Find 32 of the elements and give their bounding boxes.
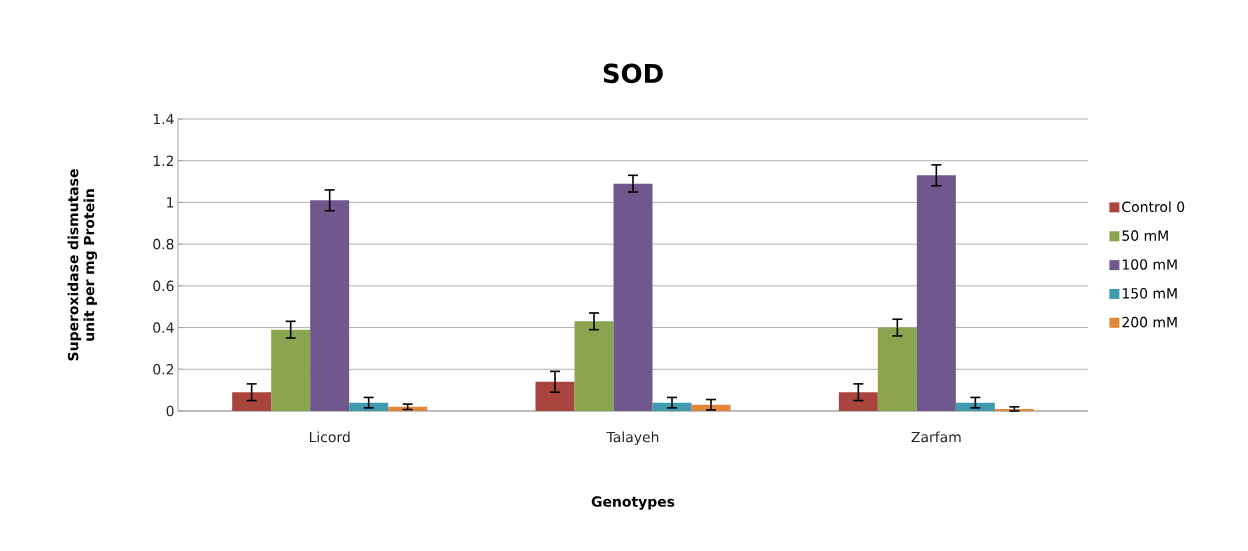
y-tick-label: 1 <box>167 197 174 208</box>
bar <box>916 175 956 411</box>
y-tick-label: 1.4 <box>153 113 174 125</box>
bar <box>349 402 389 411</box>
bar <box>838 392 878 411</box>
legend-label: 150 mM <box>1122 288 1177 299</box>
legend-label: 50 mM <box>1122 230 1168 241</box>
legend-label: Control 0 <box>1122 201 1185 213</box>
legend-label: 100 mM <box>1122 259 1177 270</box>
bar <box>574 321 614 411</box>
x-axis-title: Genotypes <box>591 496 675 510</box>
y-tick-label: 0.4 <box>153 322 174 333</box>
x-tick-label: Zarfam <box>911 431 961 443</box>
y-tick-label: 0.2 <box>153 364 174 375</box>
bar <box>388 406 428 411</box>
y-tick-label: 1.2 <box>153 155 174 166</box>
bar <box>652 402 692 411</box>
y-tick-label: 0.6 <box>153 280 174 292</box>
y-tick-label: 0.8 <box>153 238 174 250</box>
bar <box>613 183 653 411</box>
bar <box>877 327 917 411</box>
bar <box>271 329 311 411</box>
bar <box>232 392 272 411</box>
bar <box>310 200 350 411</box>
bar <box>955 402 995 411</box>
legend-label: 200 mM <box>1122 316 1177 328</box>
chart-title: SOD <box>603 63 663 84</box>
y-tick-label: 0 <box>166 405 174 417</box>
bar <box>535 381 575 411</box>
x-tick-label: Talayeh <box>606 431 659 446</box>
y-axis-title: Superoxidase dismutase unit per mg Protein <box>67 169 98 361</box>
x-tick-label: Licord <box>309 431 350 443</box>
